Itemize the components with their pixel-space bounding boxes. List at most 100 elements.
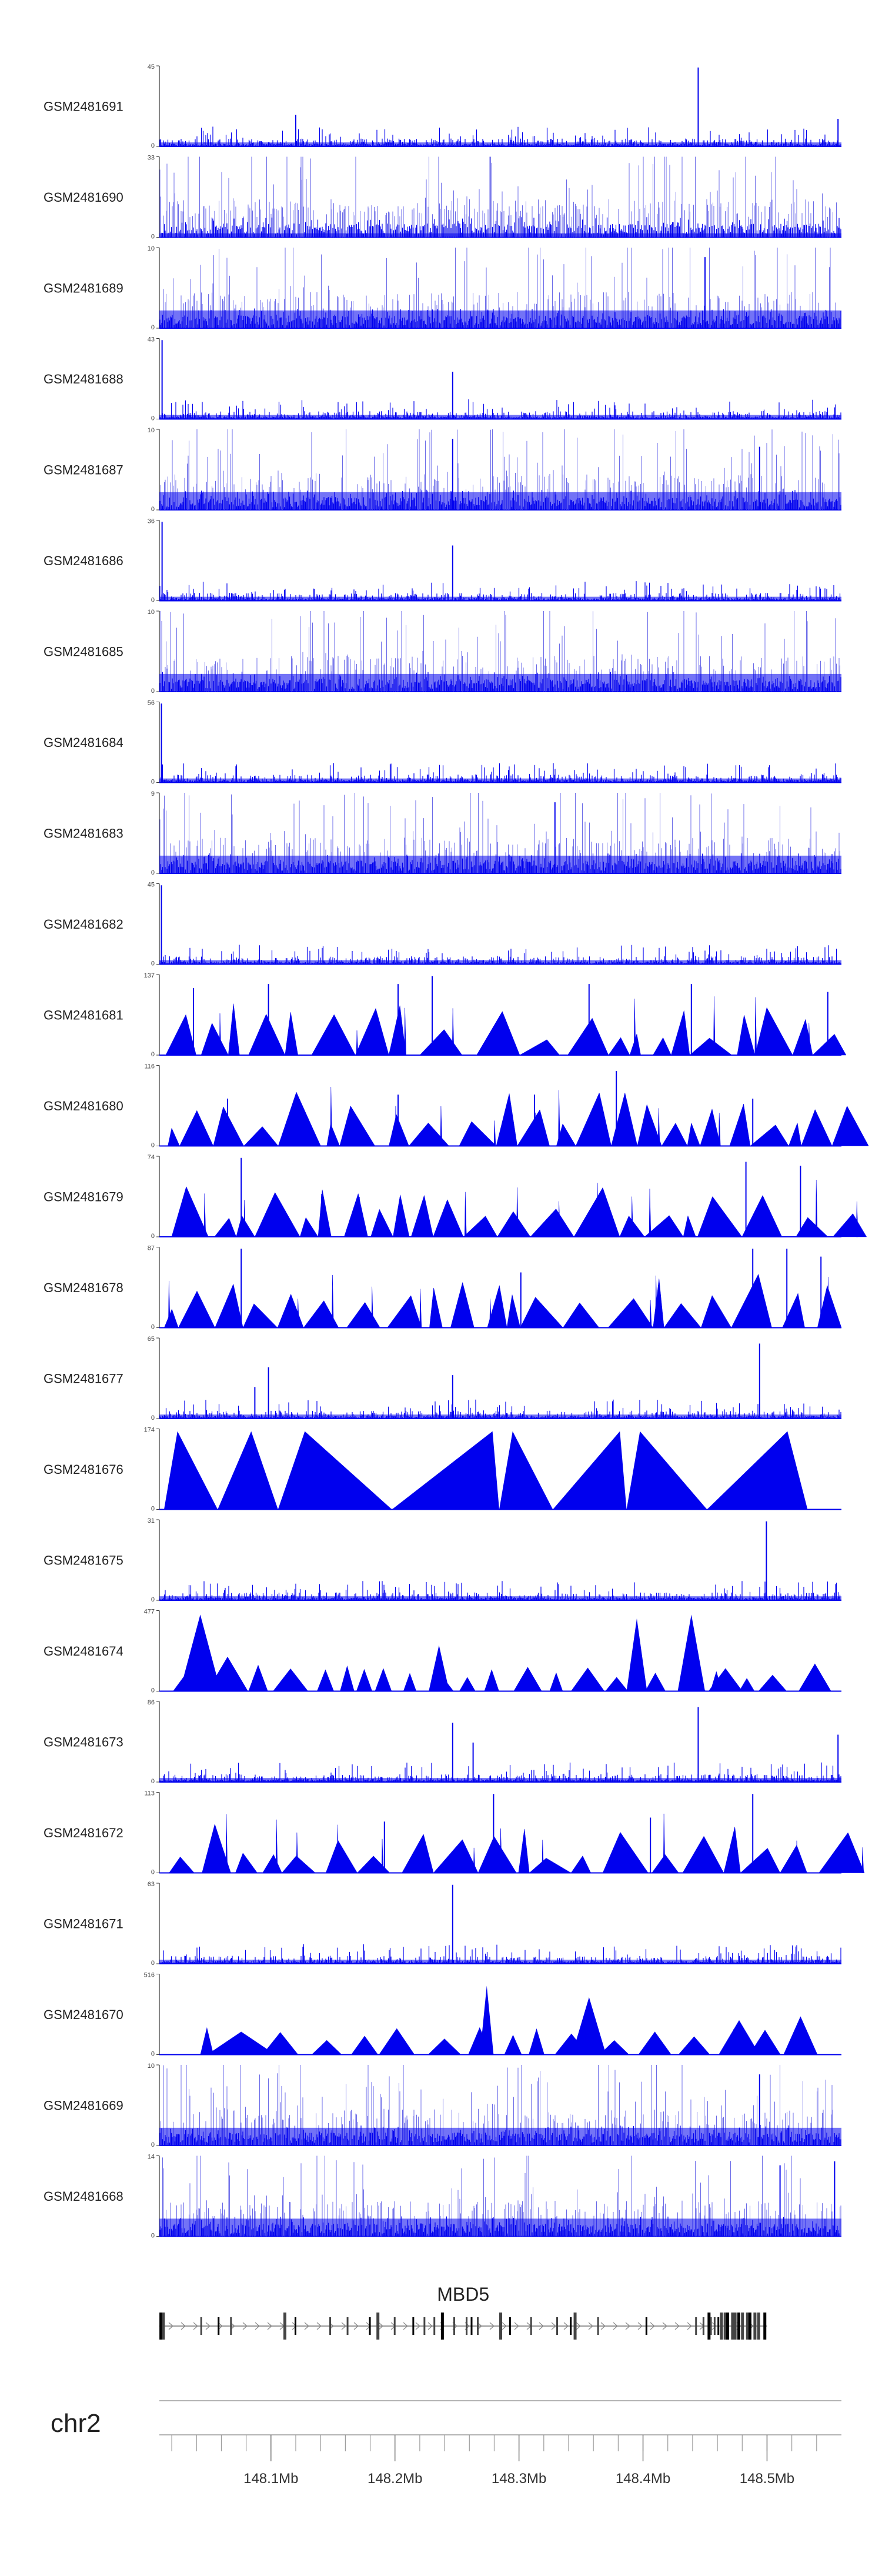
gene-exon xyxy=(369,2317,371,2335)
gene-exon xyxy=(733,2313,737,2340)
gene-exon xyxy=(556,2317,559,2335)
signal-band xyxy=(159,673,841,692)
y-min-label: 0 xyxy=(151,779,155,786)
y-min-label: 0 xyxy=(151,1233,155,1240)
y-max-label: 116 xyxy=(144,1063,155,1070)
gene-name: MBD5 xyxy=(437,2284,489,2305)
track-GSM2481691: GSM2481691 45 0 xyxy=(44,64,841,149)
strand-chevron xyxy=(477,2322,482,2330)
strand-chevron xyxy=(588,2322,593,2330)
y-max-label: 45 xyxy=(148,882,155,889)
y-min-label: 0 xyxy=(151,1778,155,1785)
signal-area xyxy=(163,1273,842,1328)
signal-band xyxy=(159,1414,841,1419)
signal-area xyxy=(164,1431,808,1510)
strand-chevron xyxy=(316,2322,322,2330)
strand-chevron xyxy=(168,2322,173,2330)
gene-exon xyxy=(717,2317,720,2335)
y-max-label: 33 xyxy=(148,155,155,162)
y-min-label: 0 xyxy=(151,688,155,695)
axis-tick-label: 148.5Mb xyxy=(740,2471,794,2487)
track-label: GSM2481672 xyxy=(44,1826,123,1840)
y-min-label: 0 xyxy=(151,2141,155,2148)
signal-area xyxy=(200,1986,818,2055)
axis-tick-label: 148.4Mb xyxy=(616,2471,670,2487)
track-GSM2481670: GSM2481670 516 0 xyxy=(44,1972,841,2058)
gene-exon xyxy=(453,2317,455,2335)
strand-chevron xyxy=(711,2322,717,2330)
axis-tick-label: 148.1Mb xyxy=(243,2471,298,2487)
gene-exon xyxy=(723,2313,727,2340)
y-max-label: 31 xyxy=(148,1517,155,1524)
y-max-label: 74 xyxy=(148,1154,155,1161)
track-GSM2481688: GSM2481688 43 0 xyxy=(44,336,841,422)
y-min-label: 0 xyxy=(151,506,155,513)
y-min-label: 0 xyxy=(151,1051,155,1058)
signal-area xyxy=(169,1813,865,1873)
y-min-label: 0 xyxy=(151,415,155,422)
gene-exon xyxy=(200,2317,202,2335)
signal-band xyxy=(159,1778,841,1782)
gene-exon xyxy=(748,2313,751,2340)
gene-exon xyxy=(393,2317,396,2335)
track-GSM2481669: GSM2481669 10 0 xyxy=(44,2063,841,2148)
strand-chevron xyxy=(378,2322,383,2330)
chromosome-label: chr2 xyxy=(51,2409,101,2438)
strand-chevron xyxy=(625,2322,630,2330)
signal-area xyxy=(168,1087,869,1146)
track-label: GSM2481684 xyxy=(44,735,123,750)
gene-exon xyxy=(230,2317,232,2335)
track-label: GSM2481687 xyxy=(44,463,123,478)
signal-band xyxy=(159,778,841,783)
strand-chevron xyxy=(514,2322,519,2330)
gene-exon xyxy=(499,2313,502,2340)
genome-axis: chr2 148.1Mb 148.2Mb 148.3Mb 148.4Mb 148.5Mb xyxy=(51,2400,841,2487)
signal-area xyxy=(165,996,847,1056)
track-GSM2481687: GSM2481687 10 0 xyxy=(44,427,841,513)
gene-exon xyxy=(726,2313,729,2340)
gene-exon xyxy=(573,2313,577,2340)
track-GSM2481672: GSM2481672 113 0 xyxy=(44,1790,865,1876)
track-label: GSM2481683 xyxy=(44,826,123,841)
strand-chevron xyxy=(637,2322,643,2330)
gene-exon xyxy=(412,2317,415,2335)
track-label: GSM2481669 xyxy=(44,2098,123,2113)
y-min-label: 0 xyxy=(151,2233,155,2240)
track-label: GSM2481689 xyxy=(44,281,123,296)
gene-exon xyxy=(763,2313,767,2340)
y-min-label: 0 xyxy=(151,2051,155,2058)
track-GSM2481668: GSM2481668 14 0 xyxy=(44,2154,841,2240)
gene-exon xyxy=(346,2317,349,2335)
strand-chevron xyxy=(218,2322,223,2330)
signal-band xyxy=(159,960,841,965)
strand-chevron xyxy=(551,2322,556,2330)
signal-tracks: GSM2481691450GSM2481690330GSM2481689100G… xyxy=(44,64,869,2240)
track-GSM2481671: GSM2481671 63 0 xyxy=(44,1881,841,1967)
strand-chevron xyxy=(563,2322,569,2330)
gene-exon xyxy=(162,2313,165,2340)
y-max-label: 63 xyxy=(148,1881,155,1888)
gene-exon xyxy=(466,2317,468,2335)
y-max-label: 56 xyxy=(148,700,155,707)
track-label: GSM2481685 xyxy=(44,645,123,659)
signal-band xyxy=(159,2218,841,2237)
signal-band xyxy=(159,310,841,328)
strand-chevron xyxy=(489,2322,495,2330)
y-min-label: 0 xyxy=(151,1506,155,1513)
strand-chevron xyxy=(205,2322,211,2330)
track-GSM2481684: GSM2481684 56 0 xyxy=(44,700,841,786)
signal-band xyxy=(159,233,841,238)
track-label: GSM2481677 xyxy=(44,1372,123,1386)
track-label: GSM2481671 xyxy=(44,1917,123,1931)
y-min-label: 0 xyxy=(151,1869,155,1876)
track-label: GSM2481668 xyxy=(44,2189,123,2204)
track-GSM2481675: GSM2481675 31 0 xyxy=(44,1517,841,1603)
strand-chevron xyxy=(341,2322,346,2330)
gene-exon xyxy=(737,2313,740,2340)
gene-exon xyxy=(329,2317,332,2335)
strand-chevron xyxy=(267,2322,272,2330)
track-GSM2481674: GSM2481674 477 0 xyxy=(44,1609,841,1694)
strand-chevron xyxy=(403,2322,408,2330)
y-min-label: 0 xyxy=(151,1960,155,1967)
track-GSM2481680: GSM2481680 116 0 xyxy=(44,1063,869,1149)
